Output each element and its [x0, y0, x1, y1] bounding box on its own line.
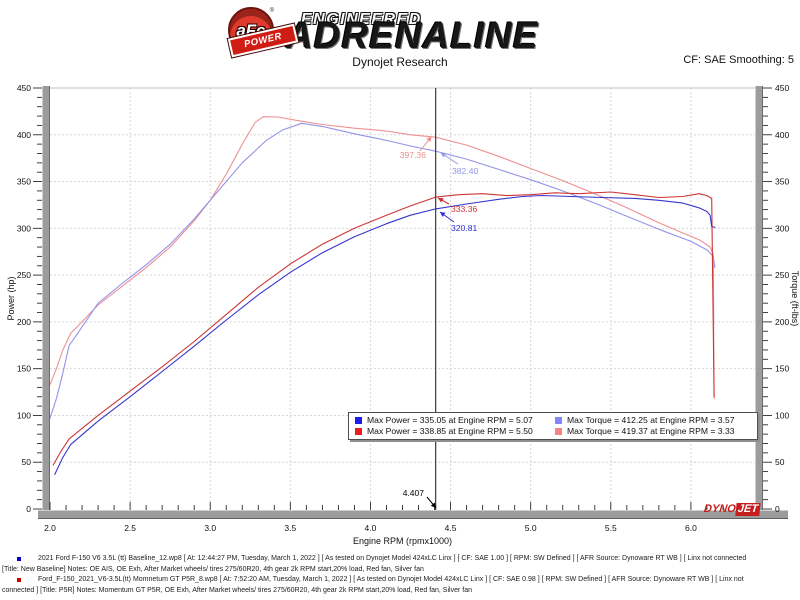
y-tick-label-right: 450 — [775, 83, 789, 93]
y-tick-label-left: 150 — [17, 364, 31, 374]
y-tick-label-right: 150 — [775, 364, 789, 374]
legend-item-text: Max Torque = 419.37 at Engine RPM = 3.33 — [567, 426, 735, 436]
cursor-value-arrow-1-head-icon — [440, 152, 447, 158]
cursor-value-arrow-0-head-icon — [426, 136, 432, 143]
y-tick-label-right: 400 — [775, 130, 789, 140]
y-tick-label-right: 250 — [775, 270, 789, 280]
registered-mark-icon: ® — [269, 8, 274, 14]
p5r-run-info-line1: Ford_F-150_2021_V6-3.5L(tt) Momnetum GT … — [38, 576, 744, 583]
dynojet-logo-part1: DYNO — [703, 503, 737, 515]
y-tick-label-right: 300 — [775, 223, 789, 233]
legend-item-text: Max Torque = 412.25 at Engine RPM = 3.57 — [567, 415, 735, 425]
axis-bar — [42, 86, 50, 511]
legend-swatch-icon — [355, 427, 362, 435]
baseline-torque-curve — [49, 122, 716, 419]
y-tick-label-left: 400 — [17, 130, 31, 140]
y-tick-label-right: 0 — [775, 504, 780, 514]
legend-item-0: Max Power = 335.05 at Engine RPM = 5.07 — [355, 415, 551, 425]
x-axis-bar — [38, 510, 788, 519]
y-tick-label-right: 100 — [775, 410, 789, 420]
y-axis-title-left: Power (hp) — [6, 276, 16, 320]
x-tick-label: 4.0 — [365, 523, 377, 533]
y-tick-label-left: 350 — [17, 177, 31, 187]
page-title: Dynojet Research — [352, 55, 448, 69]
cursor-value-label-3: 320.81 — [451, 223, 478, 233]
brand-adrenaline-text: ADRENALINE — [286, 15, 539, 56]
legend-item-text: Max Power = 335.05 at Engine RPM = 5.07 — [367, 415, 533, 425]
x-axis-title: Engine RPM (rpmx1000) — [353, 536, 452, 546]
cursor-rpm-label: 4.407 — [403, 488, 425, 498]
legend-item-3: Max Torque = 419.37 at Engine RPM = 3.33 — [555, 426, 751, 436]
p5r-run-bullet-icon — [17, 578, 21, 582]
x-tick-label: 3.5 — [284, 523, 296, 533]
y-tick-label-left: 50 — [22, 457, 32, 467]
baseline-run-bullet-icon — [17, 557, 21, 561]
x-tick-label: 5.0 — [525, 523, 537, 533]
x-tick-label: 2.5 — [124, 523, 136, 533]
baseline-run-info-line2: [Title: New Baseline] Notes: OE AIS, OE … — [2, 565, 424, 573]
x-tick-label: 4.5 — [445, 523, 457, 533]
x-tick-label: 3.0 — [204, 523, 216, 533]
correction-factor-label: CF: SAE Smoothing: 5 — [683, 54, 794, 66]
x-tick-label: 6.0 — [685, 523, 697, 533]
p5r-torque-curve — [49, 116, 715, 400]
y-tick-label-right: 350 — [775, 177, 789, 187]
legend-swatch-icon — [355, 416, 362, 424]
y-tick-label-left: 250 — [17, 270, 31, 280]
legend-item-text: Max Power = 338.85 at Engine RPM = 5.50 — [367, 426, 533, 436]
y-tick-label-left: 100 — [17, 410, 31, 420]
y-tick-label-left: 300 — [17, 223, 31, 233]
y-tick-label-left: 0 — [26, 504, 31, 514]
legend-item-2: Max Power = 338.85 at Engine RPM = 5.50 — [355, 426, 551, 436]
p5r-run-info-line2: connected ] [Title: P5R] Notes: Momentum… — [2, 586, 472, 594]
dynojet-logo: DYNOJET — [703, 503, 761, 516]
y-tick-label-right: 200 — [775, 317, 789, 327]
axis-bar — [755, 86, 763, 511]
baseline-run-info-line1: 2021 Ford F-150 V6 3.5L (tt) Baseline_12… — [38, 555, 747, 562]
cursor-value-arrow-3-head-icon — [440, 212, 446, 218]
chart-legend[interactable]: Max Power = 335.05 at Engine RPM = 5.07 M… — [348, 412, 758, 440]
legend-item-1: Max Torque = 412.25 at Engine RPM = 3.57 — [555, 415, 751, 425]
y-tick-label-right: 50 — [775, 457, 785, 467]
x-tick-label: 2.0 — [44, 523, 56, 533]
brand-engineered-text: ENGINEERED — [301, 11, 422, 28]
legend-swatch-icon — [555, 416, 562, 424]
y-tick-label-left: 200 — [17, 317, 31, 327]
cursor-value-label-0: 397.36 — [400, 150, 427, 160]
y-tick-label-left: 450 — [17, 83, 31, 93]
run-info-footer: 2021 Ford F-150 V6 3.5L (tt) Baseline_12… — [0, 554, 800, 596]
cursor-value-label-1: 382.40 — [452, 166, 479, 176]
cursor-value-label-2: 333.36 — [451, 204, 478, 214]
cursor-value-arrow-2-head-icon — [438, 198, 444, 203]
dynojet-logo-part2: JET — [735, 503, 761, 516]
cursor-arrow-head-icon — [430, 502, 436, 508]
legend-swatch-icon — [555, 427, 562, 435]
y-axis-title-right: Torque (ft-lbs) — [790, 271, 800, 327]
x-tick-label: 5.5 — [605, 523, 617, 533]
